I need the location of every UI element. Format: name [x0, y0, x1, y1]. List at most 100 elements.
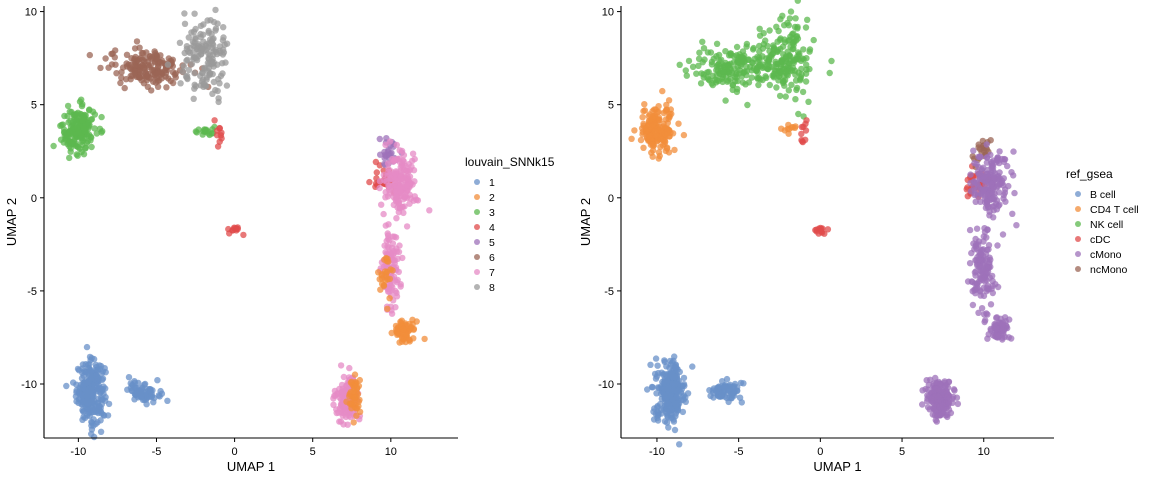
- y-axis-title: UMAP 2: [4, 198, 19, 246]
- data-point: [991, 174, 998, 181]
- data-point: [408, 163, 415, 170]
- data-point: [86, 51, 94, 59]
- data-point: [995, 202, 1002, 209]
- data-point: [351, 371, 359, 378]
- data-point: [663, 410, 670, 417]
- data-point: [641, 101, 648, 108]
- data-point: [403, 182, 410, 189]
- data-point: [399, 203, 406, 211]
- x-tick-label: -10: [649, 446, 665, 458]
- data-point: [385, 221, 392, 228]
- data-point: [198, 46, 206, 53]
- data-point: [1005, 182, 1012, 190]
- data-point: [202, 82, 210, 90]
- x-tick-label: 0: [232, 446, 238, 458]
- x-tick-label: 5: [310, 446, 316, 458]
- points-layer: [50, 6, 433, 441]
- data-point: [96, 125, 104, 132]
- data-point: [190, 95, 197, 103]
- legend-label: 2: [489, 192, 495, 204]
- data-point: [210, 41, 217, 49]
- data-point: [730, 52, 737, 60]
- data-point: [973, 280, 981, 287]
- data-point: [100, 412, 108, 419]
- data-point: [804, 16, 811, 23]
- data-point: [389, 155, 396, 163]
- data-point: [743, 43, 750, 50]
- data-point: [644, 386, 651, 393]
- data-point: [421, 335, 428, 343]
- data-point: [185, 66, 193, 74]
- data-point: [996, 181, 1003, 188]
- data-point: [745, 79, 753, 86]
- data-point: [382, 194, 389, 201]
- data-point: [725, 398, 732, 406]
- data-point: [977, 292, 984, 299]
- legend-label: B cell: [1090, 189, 1116, 201]
- data-point: [716, 57, 723, 64]
- data-point: [1010, 172, 1017, 179]
- cluster-4: [225, 224, 247, 239]
- data-point: [197, 72, 204, 80]
- data-point: [788, 81, 795, 89]
- legend-key: [1075, 236, 1081, 242]
- data-point: [792, 96, 799, 103]
- y-tick-label: 0: [608, 193, 614, 205]
- data-point: [411, 155, 418, 163]
- data-point: [209, 90, 216, 98]
- data-point: [766, 53, 773, 61]
- data-point: [674, 366, 681, 373]
- cluster-cmono: [964, 207, 1002, 326]
- data-point: [736, 394, 744, 401]
- data-point: [385, 182, 392, 189]
- data-point: [340, 373, 348, 381]
- data-point: [215, 98, 222, 106]
- data-point: [670, 386, 678, 394]
- data-point: [731, 73, 739, 81]
- data-point: [782, 53, 790, 60]
- data-point: [118, 74, 125, 81]
- data-point: [994, 283, 1002, 291]
- cluster-nk-cell: [756, 0, 817, 120]
- data-point: [117, 79, 124, 87]
- x-axis-title: UMAP 1: [227, 459, 275, 474]
- data-point: [143, 72, 150, 80]
- y-tick-label: 0: [31, 193, 37, 205]
- data-point: [710, 55, 717, 62]
- data-point: [756, 56, 763, 63]
- data-point: [785, 22, 792, 29]
- data-point: [772, 58, 779, 65]
- data-point: [795, 110, 802, 118]
- data-point: [140, 65, 148, 72]
- data-point: [93, 372, 100, 379]
- data-point: [998, 155, 1006, 163]
- data-point: [219, 37, 227, 44]
- data-point: [662, 116, 670, 123]
- data-point: [792, 123, 799, 130]
- data-point: [654, 362, 661, 369]
- data-point: [723, 383, 730, 390]
- data-point: [637, 136, 645, 144]
- data-point: [91, 125, 98, 132]
- data-point: [657, 135, 664, 142]
- data-point: [396, 147, 403, 154]
- data-point: [972, 257, 979, 264]
- data-point: [392, 304, 399, 311]
- data-point: [974, 169, 981, 176]
- data-point: [924, 397, 931, 405]
- data-point: [71, 135, 78, 143]
- data-point: [336, 418, 343, 425]
- data-point: [722, 59, 729, 67]
- data-point: [697, 80, 705, 87]
- data-point: [667, 392, 674, 399]
- data-point: [763, 74, 770, 82]
- data-point: [818, 228, 825, 235]
- data-point: [407, 326, 414, 333]
- data-point: [722, 48, 729, 55]
- data-point: [999, 231, 1007, 238]
- data-point: [386, 285, 393, 292]
- data-point: [73, 143, 81, 150]
- data-point: [403, 223, 411, 230]
- data-point: [211, 117, 218, 124]
- data-point: [77, 381, 85, 388]
